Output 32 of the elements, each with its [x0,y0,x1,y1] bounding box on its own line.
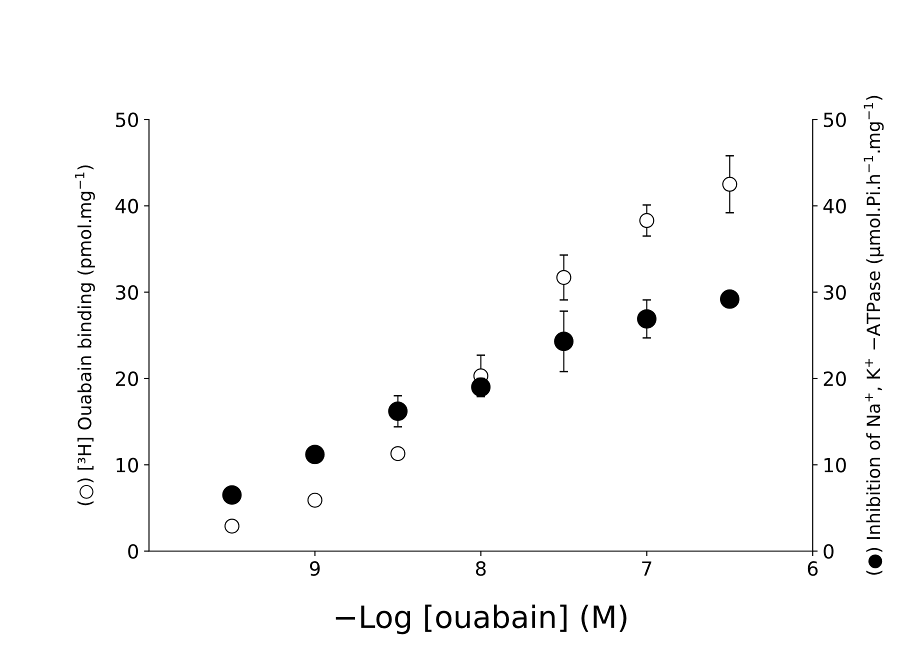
point [307,492,322,508]
text: (●) Inhibition of Na$^{+}$, K$^{+}$ −ATPase (μmol.Pi.h$^{−1}$.mg$^{−1}$) [864,96,884,575]
point [554,332,574,352]
y2-tick-label: 40 [823,198,846,214]
x-tick-label: 7 [642,561,652,576]
y2-tick-label: 50 [824,112,846,128]
y-tick-label: 40 [115,198,138,214]
y-axis-title: (○) [³H] Ouabain binding (pmol.mg$^{−1}$) [75,165,95,506]
y-tick-label: 30 [116,285,138,300]
y-tick-label: 10 [116,458,138,472]
x-tick-label: 8 [476,561,486,576]
y2-tick-label: 10 [824,458,846,472]
y-tick-label: 0 [128,544,138,559]
y2-tick-label: 30 [824,285,846,300]
point [471,377,491,397]
point [222,485,242,505]
point [722,176,738,192]
y2-tick-label: 0 [824,544,834,559]
point [390,446,406,462]
x-tick-label: 9 [310,561,320,576]
y-tick-label: 20 [116,371,138,386]
point [720,289,740,309]
point [388,402,408,422]
y-tick-label: 50 [116,112,138,128]
point [637,309,656,329]
point [639,213,654,228]
x-axis-title: −Log [ouabain] (M) [336,604,626,634]
x-tick-label: 6 [808,561,818,576]
point [556,270,572,285]
point [305,444,325,464]
y2-tick-label: 20 [824,371,846,386]
point [224,518,240,534]
